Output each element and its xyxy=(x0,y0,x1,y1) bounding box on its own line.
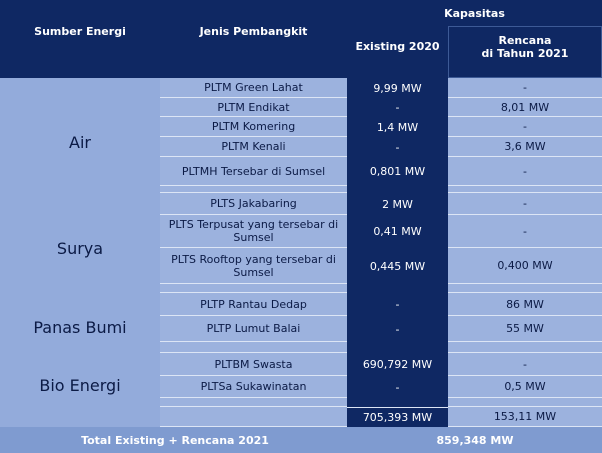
plant-name: PLTS Terpusat yang tersebar di Sumsel xyxy=(160,215,347,248)
planned-value: 0,5 MW xyxy=(448,376,602,398)
spacer xyxy=(160,407,347,427)
footer-value: 859,348 MW xyxy=(436,433,514,447)
plant-name: PLTS Jakabaring xyxy=(160,193,347,215)
total-existing: 705,393 MW xyxy=(347,407,448,427)
spacer xyxy=(160,342,347,353)
planned-value: 55 MW xyxy=(448,316,602,342)
plant-name: PLTP Rantau Dedap xyxy=(160,293,347,316)
existing-value: 0,41 MW xyxy=(347,215,448,248)
planned-value: - xyxy=(448,117,602,137)
planned-value: 0,400 MW xyxy=(448,248,602,284)
planned-value: - xyxy=(448,78,602,98)
header-source: Sumber Energi xyxy=(0,0,160,78)
group-label: Bio Energi xyxy=(39,376,121,395)
group-label: Air xyxy=(69,132,91,152)
spacer xyxy=(448,284,602,293)
planned-value: 3,6 MW xyxy=(448,137,602,157)
plant-name: PLTM Endikat xyxy=(160,98,347,117)
group-label: Surya xyxy=(56,239,104,258)
planned-value: - xyxy=(448,157,602,186)
spacer xyxy=(160,284,347,293)
spacer xyxy=(160,186,347,193)
header-existing: Existing 2020 xyxy=(347,26,448,78)
spacer xyxy=(160,398,347,407)
plant-name: PLTSa Sukawinatan xyxy=(160,376,347,398)
existing-value: 1,4 MW xyxy=(347,117,448,137)
existing-value: - xyxy=(347,137,448,157)
existing-value: - xyxy=(347,293,448,316)
group-label: Panas Bumi xyxy=(33,318,127,337)
footer-label: Total Existing + Rencana 2021 xyxy=(81,433,269,447)
plant-name: PLTBM Swasta xyxy=(160,353,347,376)
existing-value: 0,801 MW xyxy=(347,157,448,186)
planned-value: - xyxy=(448,353,602,376)
existing-value: - xyxy=(347,98,448,117)
header-plant: Jenis Pembangkit xyxy=(160,0,347,78)
plant-name: PLTS Rooftop yang tersebar di Sumsel xyxy=(160,248,347,284)
plant-name: PLTM Komering xyxy=(160,117,347,137)
spacer xyxy=(448,186,602,193)
existing-value: - xyxy=(347,316,448,342)
plant-name: PLTM Green Lahat xyxy=(160,78,347,98)
plant-name: PLTP Lumut Balai xyxy=(160,316,347,342)
existing-value: 2 MW xyxy=(347,193,448,215)
spacer xyxy=(448,398,602,407)
plant-name: PLTMH Tersebar di Sumsel xyxy=(160,157,347,186)
planned-value: 86 MW xyxy=(448,293,602,316)
header-planned: Rencana di Tahun 2021 xyxy=(448,26,602,78)
existing-value: 9,99 MW xyxy=(347,78,448,98)
existing-value: - xyxy=(347,376,448,398)
plant-name: PLTM Kenali xyxy=(160,137,347,157)
existing-value: 0,445 MW xyxy=(347,248,448,284)
planned-value: - xyxy=(448,193,602,215)
total-planned: 153,11 MW xyxy=(448,407,602,427)
planned-value: 8,01 MW xyxy=(448,98,602,117)
spacer xyxy=(448,342,602,353)
existing-value: 690,792 MW xyxy=(347,353,448,376)
footer-bar xyxy=(0,427,602,453)
planned-value: - xyxy=(448,215,602,248)
header-capacity: Kapasitas xyxy=(347,0,602,26)
